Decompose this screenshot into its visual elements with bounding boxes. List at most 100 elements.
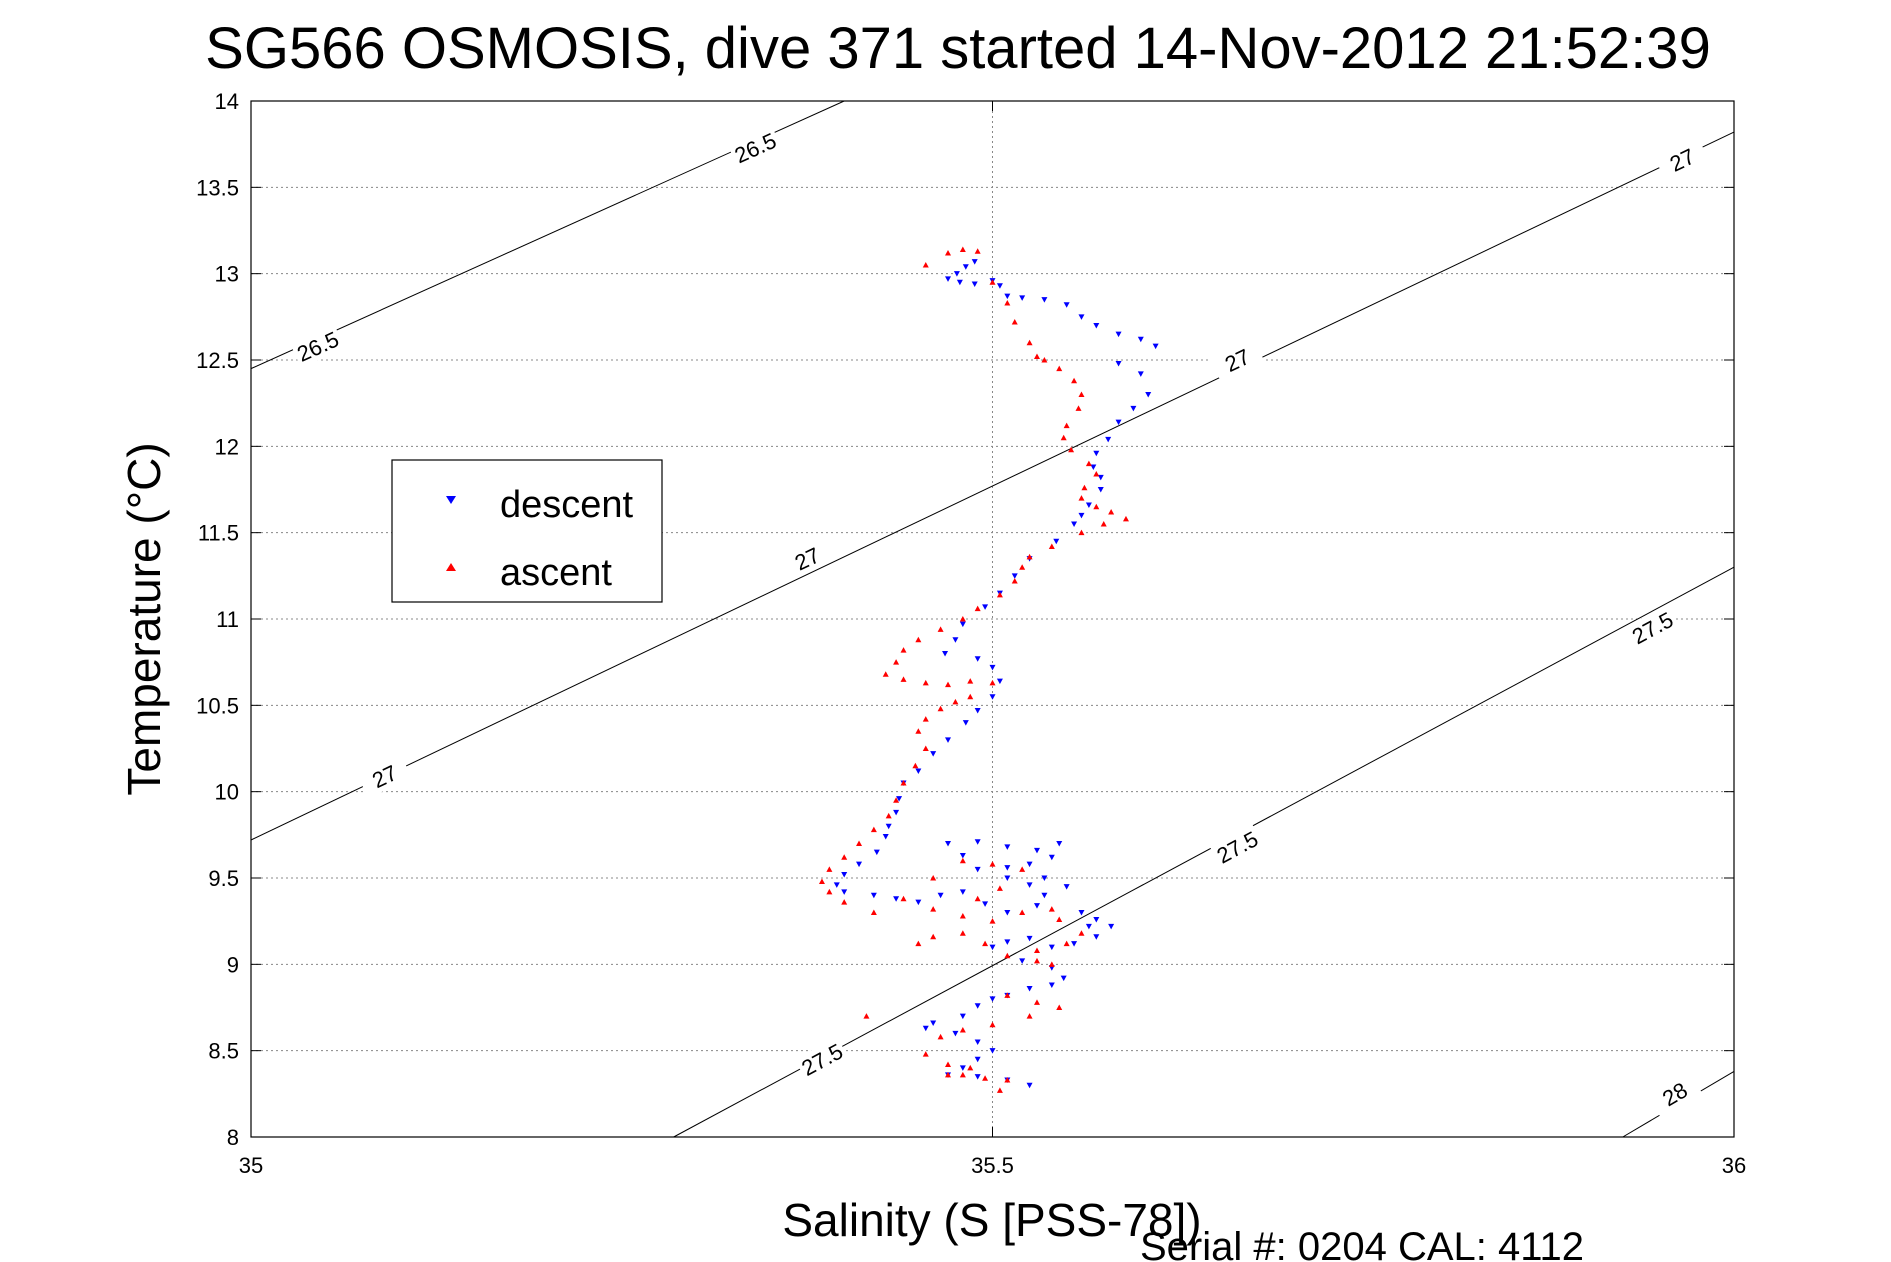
y-tick-label: 8.5 — [208, 1039, 239, 1064]
isopycnal-label-bg — [727, 125, 783, 170]
descent-point — [962, 720, 969, 726]
descent-point — [1093, 450, 1100, 457]
ascent-point — [1026, 1013, 1033, 1019]
descent-point — [971, 281, 978, 288]
descent-point — [982, 604, 989, 610]
ascent-point — [989, 679, 996, 686]
descent-point — [856, 861, 863, 868]
ascent-point — [1004, 1077, 1011, 1083]
descent-point — [915, 768, 922, 774]
ascent-point — [1019, 564, 1026, 570]
descent-point — [885, 823, 892, 830]
descent-point — [1019, 958, 1026, 964]
descent-point — [1093, 916, 1100, 923]
y-axis-label: Temperature (°C) — [118, 442, 170, 795]
isopycnal-line — [250, 131, 1735, 841]
descent-point — [1026, 986, 1033, 992]
ascent-point — [912, 762, 919, 769]
descent-point — [974, 866, 981, 873]
ascent-point — [870, 909, 877, 916]
isopycnal-label-bg — [1625, 604, 1680, 651]
ascent-point — [937, 626, 944, 632]
descent-point — [1137, 336, 1144, 343]
ascent-point — [1048, 543, 1055, 549]
ascent-point — [937, 1033, 944, 1040]
descent-point — [841, 889, 848, 895]
ascent-point — [967, 693, 974, 700]
ascent-point — [959, 1071, 966, 1078]
isopycnal-label-bg — [1654, 137, 1710, 182]
ascent-point — [1019, 866, 1026, 872]
ascent-point — [1048, 961, 1055, 967]
ascent-point — [996, 1087, 1003, 1093]
ascent-point — [989, 918, 996, 924]
descent-point — [989, 694, 996, 700]
descent-point — [1090, 464, 1097, 471]
descent-point — [1115, 360, 1122, 367]
ascent-point — [915, 940, 922, 947]
y-tick-label: 10 — [215, 780, 239, 805]
ascent-point — [1004, 992, 1011, 998]
y-tick-label: 8 — [227, 1125, 239, 1150]
chart-title: SG566 OSMOSIS, dive 371 started 14-Nov-2… — [205, 16, 1711, 81]
descent-point — [930, 751, 937, 757]
descent-point — [1004, 939, 1011, 945]
ascent-point — [1078, 391, 1085, 398]
ascent-point — [974, 895, 981, 902]
descent-point — [1078, 314, 1085, 320]
descent-point — [1105, 436, 1112, 443]
ascent-point — [967, 678, 974, 684]
x-tick-label: 36 — [1722, 1153, 1746, 1178]
descent-point — [833, 882, 840, 888]
ascent-point — [1078, 529, 1085, 536]
descent-point — [945, 840, 952, 847]
legend-descent-marker — [446, 496, 456, 504]
ascent-point — [974, 248, 981, 254]
descent-point — [974, 839, 981, 845]
ascent-point — [900, 895, 907, 902]
descent-point — [974, 656, 981, 662]
descent-point — [974, 1074, 981, 1080]
ascent-point — [945, 249, 952, 256]
descent-point — [1060, 975, 1067, 982]
descent-point — [922, 1025, 929, 1032]
ascent-point — [922, 745, 929, 751]
ascent-point — [841, 899, 848, 905]
ascent-point — [1063, 940, 1070, 947]
ascent-point — [1078, 495, 1085, 501]
ascent-point — [959, 857, 966, 864]
ascent-point — [1122, 515, 1129, 522]
descent-point — [930, 1020, 937, 1027]
descent-point — [1085, 923, 1092, 930]
descent-point — [1026, 861, 1033, 868]
ascent-point — [1075, 405, 1082, 411]
descent-point — [989, 944, 996, 951]
descent-point — [1137, 371, 1144, 377]
ascent-point — [856, 840, 863, 846]
ascent-point — [826, 866, 833, 872]
ascent-point — [1048, 906, 1055, 912]
ascent-point — [996, 591, 1003, 598]
ascent-point — [1108, 508, 1115, 515]
descent-point — [1033, 847, 1040, 854]
descent-point — [962, 264, 969, 270]
isopycnal-line — [673, 566, 1735, 1138]
descent-point — [1071, 941, 1078, 947]
descent-point — [974, 1039, 981, 1046]
descent-point — [974, 1003, 981, 1009]
descent-point — [893, 896, 900, 902]
ascent-point — [900, 647, 907, 653]
y-tick-label: 9.5 — [208, 866, 239, 891]
descent-point — [959, 621, 966, 628]
ascent-point — [1019, 909, 1026, 916]
ascent-point — [1056, 1004, 1063, 1010]
x-axis-label: Salinity (S [PSS-78]) — [782, 1194, 1201, 1246]
descent-point — [1033, 903, 1040, 909]
descent-point — [1004, 293, 1011, 300]
ascent-point — [1068, 446, 1075, 453]
ascent-point — [996, 885, 1003, 891]
ascent-point — [959, 930, 966, 936]
ascent-point — [1004, 952, 1011, 959]
isopycnal-label-bg — [357, 754, 412, 799]
